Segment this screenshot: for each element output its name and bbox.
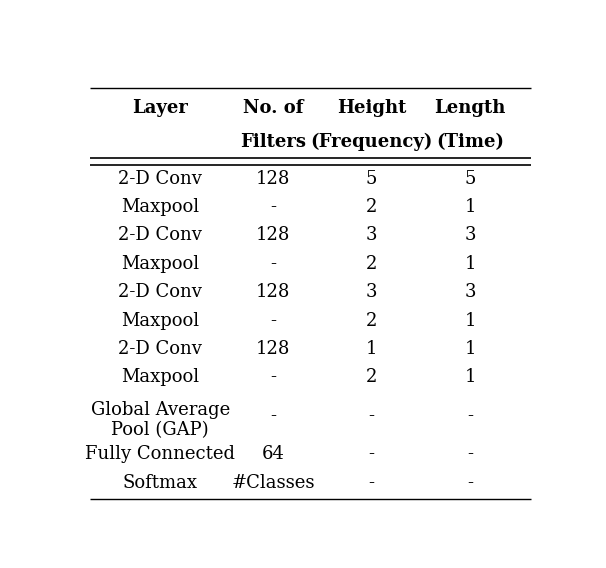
Text: -: -	[270, 255, 276, 273]
Text: 1: 1	[465, 369, 476, 386]
Text: 1: 1	[465, 198, 476, 216]
Text: Maxpool: Maxpool	[121, 312, 199, 329]
Text: -: -	[467, 445, 473, 463]
Text: 2: 2	[366, 198, 378, 216]
Text: 128: 128	[256, 283, 290, 301]
Text: 128: 128	[256, 170, 290, 187]
Text: -: -	[368, 445, 375, 463]
Text: 2-D Conv: 2-D Conv	[118, 340, 202, 358]
Text: 2: 2	[366, 312, 378, 329]
Text: Height: Height	[337, 99, 406, 116]
Text: 5: 5	[465, 170, 476, 187]
Text: -: -	[368, 407, 375, 425]
Text: -: -	[368, 474, 375, 491]
Text: 1: 1	[465, 255, 476, 273]
Text: -: -	[270, 369, 276, 386]
Text: Length: Length	[435, 99, 506, 116]
Text: (Frequency): (Frequency)	[310, 133, 433, 152]
Text: 3: 3	[366, 227, 378, 244]
Text: Fully Connected: Fully Connected	[85, 445, 235, 463]
Text: 128: 128	[256, 340, 290, 358]
Text: -: -	[467, 474, 473, 491]
Text: 128: 128	[256, 227, 290, 244]
Text: Pool (GAP): Pool (GAP)	[112, 421, 209, 440]
Text: Filters: Filters	[240, 133, 306, 151]
Text: 1: 1	[366, 340, 378, 358]
Text: -: -	[467, 407, 473, 425]
Text: -: -	[270, 312, 276, 329]
Text: 2: 2	[366, 255, 378, 273]
Text: No. of: No. of	[243, 99, 303, 116]
Text: Maxpool: Maxpool	[121, 255, 199, 273]
Text: -: -	[270, 407, 276, 425]
Text: 2: 2	[366, 369, 378, 386]
Text: #Classes: #Classes	[231, 474, 315, 491]
Text: (Time): (Time)	[436, 133, 504, 151]
Text: 2-D Conv: 2-D Conv	[118, 283, 202, 301]
Text: Layer: Layer	[132, 99, 188, 116]
Text: 3: 3	[465, 283, 476, 301]
Text: 1: 1	[465, 312, 476, 329]
Text: 2-D Conv: 2-D Conv	[118, 170, 202, 187]
Text: 1: 1	[465, 340, 476, 358]
Text: 5: 5	[366, 170, 378, 187]
Text: -: -	[270, 198, 276, 216]
Text: Maxpool: Maxpool	[121, 369, 199, 386]
Text: Global Average: Global Average	[91, 400, 230, 419]
Text: 2-D Conv: 2-D Conv	[118, 227, 202, 244]
Text: 3: 3	[366, 283, 378, 301]
Text: Maxpool: Maxpool	[121, 198, 199, 216]
Text: 64: 64	[262, 445, 284, 463]
Text: Softmax: Softmax	[123, 474, 198, 491]
Text: 3: 3	[465, 227, 476, 244]
